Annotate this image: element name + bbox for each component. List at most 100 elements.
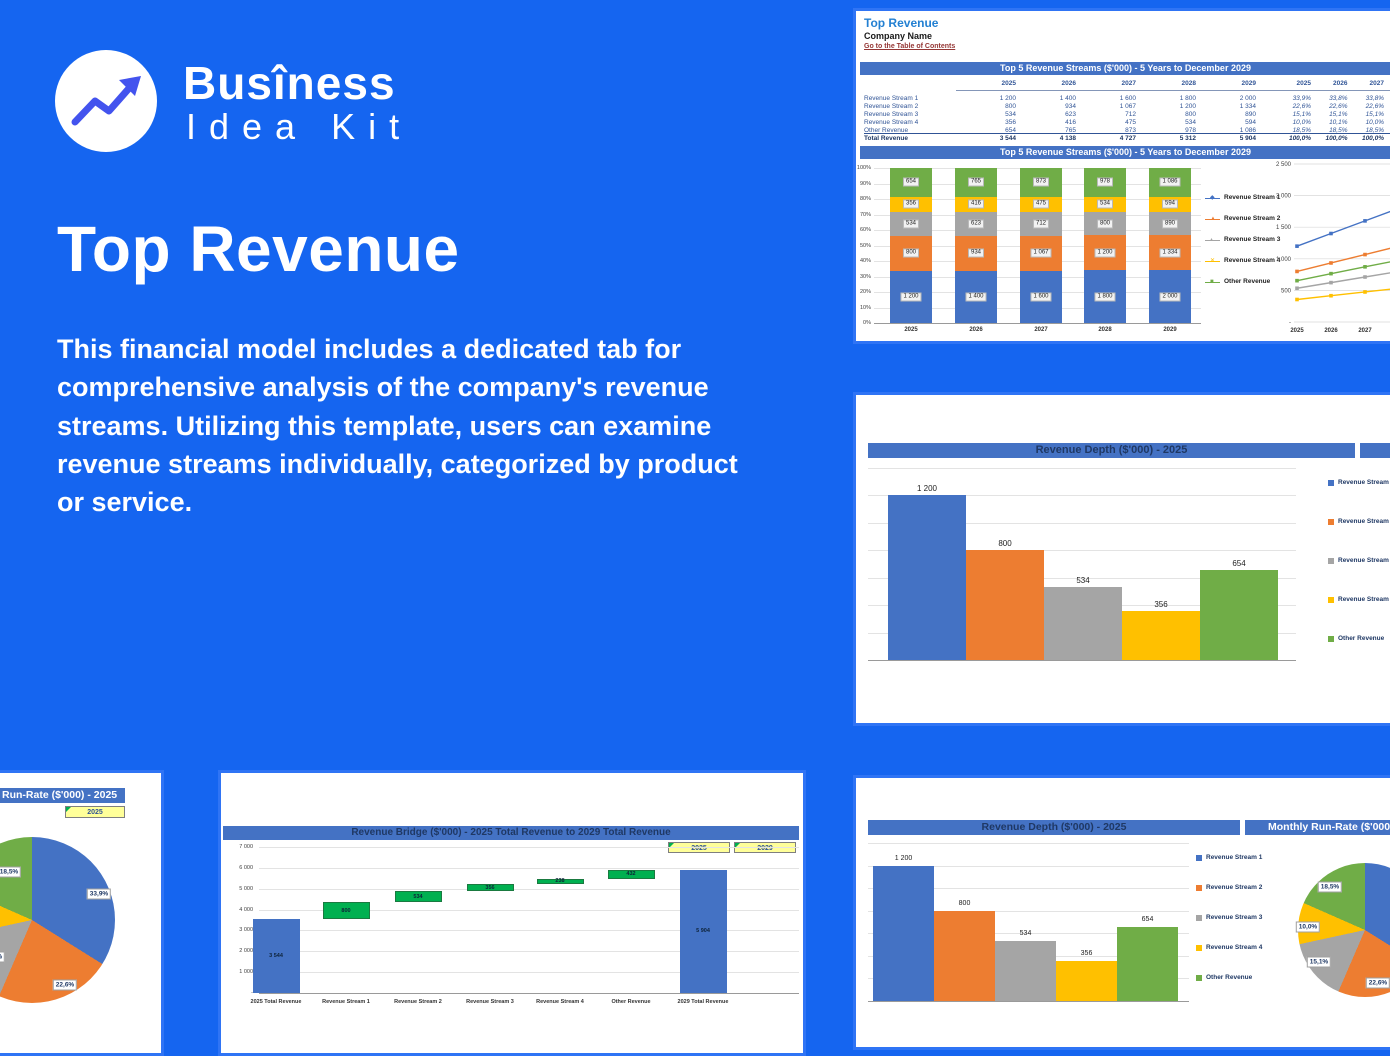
- year-column-header: 2028: [1144, 80, 1196, 87]
- pie-slice-label: 22,6%: [1366, 978, 1390, 989]
- monthly-run-rate-header-text: Monthly Run-Rate ($'000) - 2025: [1268, 820, 1390, 835]
- depth-bar-4: [1056, 961, 1117, 1001]
- table-year-header-row: 202520262027202820292025202620272028: [861, 80, 1390, 88]
- total-label: Total Revenue: [864, 135, 959, 142]
- waterfall-value-label: 5 904: [680, 928, 727, 934]
- depth-bar-3: [1044, 587, 1122, 660]
- run-rate-panel: Run-Rate ($'000) - 2025 2025 33,9%22,6%1…: [0, 770, 164, 1056]
- table-total-pct: 100,0%: [1383, 135, 1390, 142]
- page-title: Top Revenue: [57, 212, 460, 286]
- legend-label: Other Revenue: [1338, 635, 1384, 642]
- bar-value-label: 356: [1154, 600, 1167, 609]
- y-axis-tick: 0%: [856, 320, 871, 326]
- revenue-depth-header: Revenue Depth ($'000) - 2025: [868, 443, 1355, 458]
- legend-swatch: [1328, 480, 1334, 486]
- table-cell-value: 934: [1024, 103, 1076, 110]
- legend-item: Other Revenue: [1328, 635, 1390, 643]
- legend-marker-icon: ◆: [1210, 194, 1215, 202]
- table-cell-pct: 22,6%: [1310, 103, 1348, 110]
- x-axis-label: 2026: [955, 327, 997, 333]
- bar-value-label: 654: [1142, 916, 1154, 923]
- line-data-point: [1363, 219, 1367, 223]
- table-of-contents-link[interactable]: Go to the Table of Contents: [864, 43, 955, 50]
- legend-label: Revenue Stream 1: [1206, 854, 1262, 861]
- legend-swatch: [1196, 885, 1202, 891]
- table-cell-value: 890: [1204, 111, 1256, 118]
- table-cell-value: 1 067: [1084, 103, 1136, 110]
- adjacent-header-strip: [1360, 443, 1390, 458]
- waterfall-value-label: 3 544: [253, 953, 300, 959]
- table-cell-pct: 15,1%: [1273, 111, 1311, 118]
- chart-gridline: [868, 1001, 1189, 1002]
- table-cell-value: 534: [964, 111, 1016, 118]
- table-cell-pct: 10,0%: [1346, 119, 1384, 126]
- waterfall-category-label: Other Revenue: [596, 999, 666, 1005]
- legend-item: Revenue Stream 4: [1196, 944, 1286, 952]
- y-axis-tick: 30%: [856, 274, 871, 280]
- line-data-point: [1329, 272, 1333, 276]
- stacked-bar-value-label: 765: [968, 178, 984, 187]
- stacked-bar-value-label: 416: [968, 200, 984, 209]
- pie-slice-label: 18,5%: [0, 867, 21, 878]
- waterfall-category-label: 2029 Total Revenue: [668, 999, 738, 1005]
- stacked-bar-value-label: 654: [903, 178, 919, 187]
- y-axis-tick: 7 000: [223, 844, 253, 850]
- table-cell-value: 475: [1084, 119, 1136, 126]
- table-cell-pct: 15,1%: [1346, 111, 1384, 118]
- x-axis-line: [874, 323, 1201, 324]
- line-chart-y-tick: 1 500: [1276, 225, 1292, 231]
- y-axis-tick: 40%: [856, 258, 871, 264]
- line-data-point: [1329, 294, 1333, 298]
- legend-marker-icon: ▲: [1210, 215, 1216, 223]
- stacked-bar-value-label: 475: [1033, 200, 1049, 209]
- waterfall-category-label: 2025 Total Revenue: [241, 999, 311, 1005]
- run-rate-header-text: Run-Rate ($'000) - 2025: [2, 788, 117, 803]
- table-total-value: 5 904: [1204, 135, 1256, 142]
- sheet-company-name: Company Name: [864, 31, 932, 41]
- depth-bar-5: [1117, 927, 1178, 1001]
- stacked-bar-value-label: 623: [968, 219, 984, 228]
- spreadsheet-panel: Top Revenue Company Name Go to the Table…: [853, 8, 1390, 344]
- waterfall-category-label: Revenue Stream 3: [455, 999, 525, 1005]
- stacked-bar-value-label: 1 200: [900, 292, 921, 301]
- line-chart-x-tick: 2026: [1324, 328, 1338, 334]
- monthly-run-rate-header: Monthly Run-Rate ($'000) - 2025: [1245, 820, 1390, 835]
- table-header-underline: [956, 90, 1390, 91]
- depth-bar-5: [1200, 570, 1278, 660]
- chart-gridline: [259, 868, 799, 869]
- y-axis-tick: 2 000: [223, 948, 253, 954]
- stacked-bar-value-label: 890: [1162, 219, 1178, 228]
- brand-subname: Idea Kit: [186, 106, 412, 148]
- table-cell-pct: 15,1%: [1310, 111, 1348, 118]
- legend-swatch: [1196, 855, 1202, 861]
- line-series-revenue-stream-1: [1297, 196, 1390, 247]
- table-total-pct: 100,0%: [1346, 135, 1384, 142]
- legend-swatch: [1328, 597, 1334, 603]
- line-data-point: [1363, 275, 1367, 279]
- y-axis-tick: 100%: [856, 165, 871, 171]
- pct-year-column-header: 2026: [1310, 80, 1348, 87]
- table-cell-pct: 10,1%: [1383, 119, 1390, 126]
- table-total-value: 3 544: [964, 135, 1016, 142]
- legend-label: Revenue Stream 1: [1338, 479, 1390, 486]
- waterfall-value-label: 356: [467, 885, 514, 891]
- legend-item: Revenue Stream 3: [1196, 914, 1286, 922]
- run-rate-header: Run-Rate ($'000) - 2025: [0, 788, 125, 803]
- year-column-header: 2029: [1204, 80, 1256, 87]
- table-cell-value: 356: [964, 119, 1016, 126]
- legend-item: Revenue Stream 2: [1328, 518, 1390, 526]
- legend-item: Other Revenue: [1196, 974, 1286, 982]
- legend-label: Revenue Stream 3: [1206, 914, 1262, 921]
- table-total-value: 4 727: [1084, 135, 1136, 142]
- table-cell-value: 800: [1144, 111, 1196, 118]
- line-data-point: [1363, 265, 1367, 269]
- table-cell-value: 1 600: [1084, 95, 1136, 102]
- bar-value-label: 534: [1020, 930, 1032, 937]
- year-selector[interactable]: 2025: [65, 806, 125, 818]
- stacked-bar-value-label: 712: [1033, 219, 1049, 228]
- table-cell-value: 712: [1084, 111, 1136, 118]
- chart-gridline: [868, 843, 1189, 844]
- table-cell-value: 1 200: [964, 95, 1016, 102]
- row-label: Revenue Stream 1: [864, 95, 959, 102]
- stacked-bar-value-label: 1 800: [1094, 292, 1115, 301]
